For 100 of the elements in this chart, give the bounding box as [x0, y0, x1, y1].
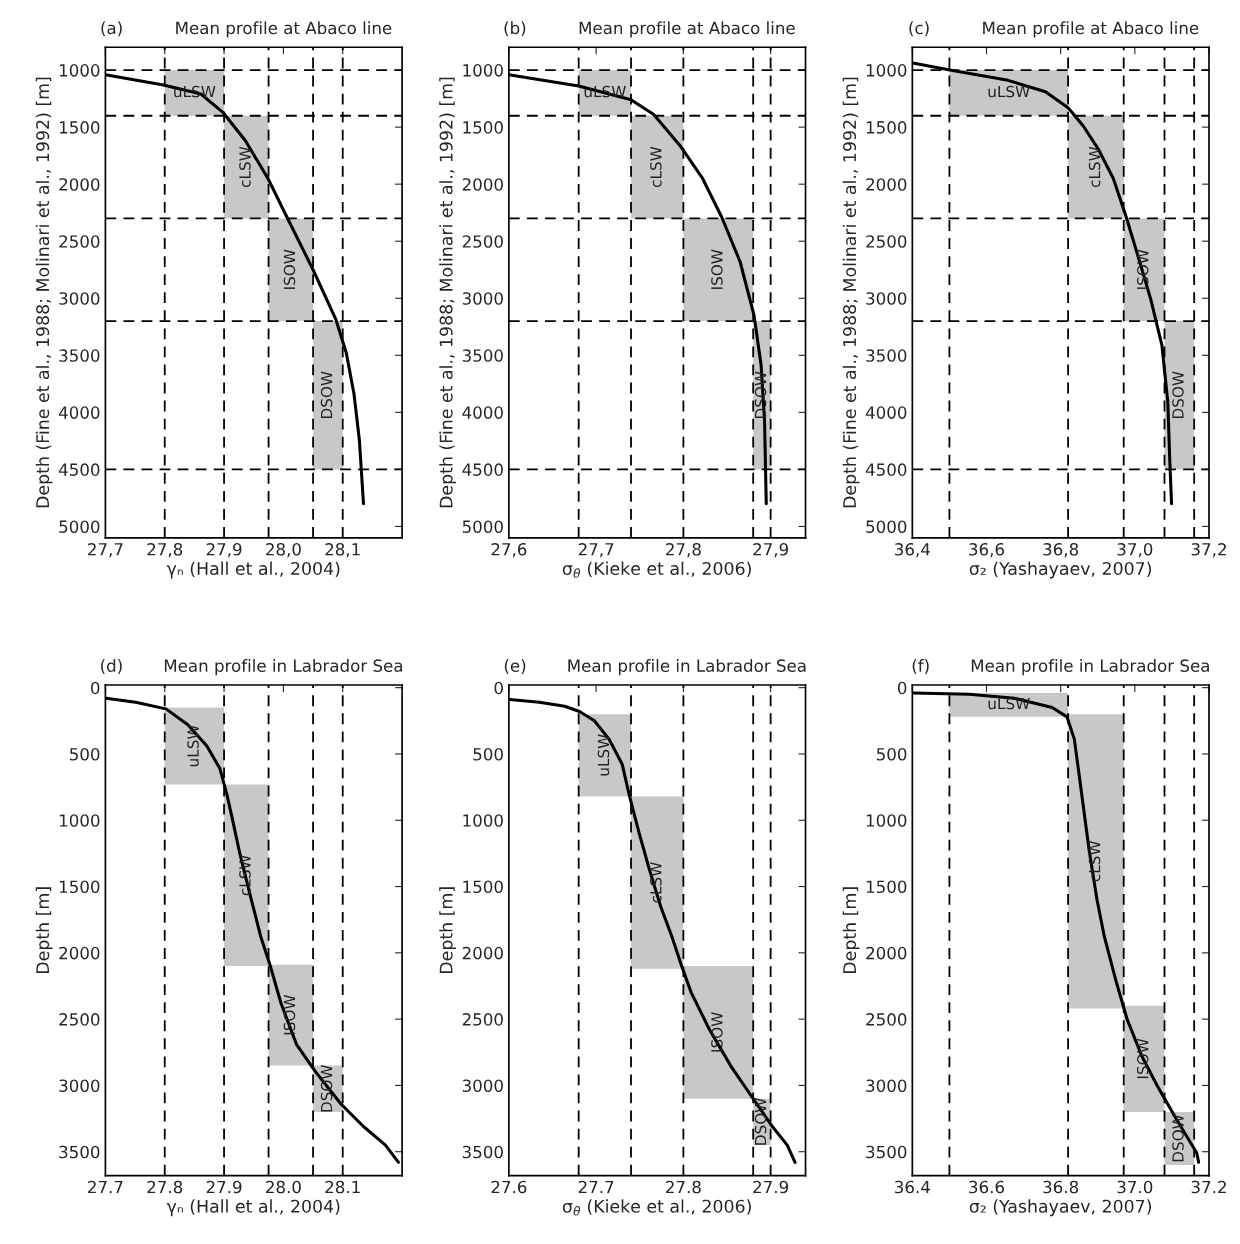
y-tick-label: 2500 — [462, 1013, 503, 1026]
x-tick-label: 27.6 — [491, 1180, 527, 1194]
y-tick-label: 500 — [473, 747, 503, 761]
x-tick-label: 36,8 — [1043, 543, 1079, 558]
text: (f) — [912, 659, 929, 674]
text: (a) — [101, 21, 122, 37]
y-tick-label: 1500 — [866, 880, 907, 894]
x-tick-label: 28.0 — [266, 1180, 301, 1194]
y-tick-label: 500 — [876, 747, 907, 761]
x-tick-label: 27.7 — [88, 1180, 123, 1194]
chart-title: Mean profile at Abaco line — [579, 21, 795, 38]
x-tick-label: 36,4 — [895, 543, 930, 558]
y-tick-label: 1500 — [59, 121, 100, 134]
series-label: cLSW — [650, 146, 662, 188]
y-tick-label: 4500 — [58, 463, 100, 476]
series-label: ISOW — [283, 994, 296, 1035]
x-tick-label: 28.1 — [325, 1180, 360, 1194]
x-tick-label: 36,6 — [969, 543, 1005, 558]
y-axis-title: Depth [m] — [842, 887, 860, 974]
y-tick-label: 1500 — [463, 880, 503, 894]
y-tick-label: 2500 — [866, 235, 907, 248]
series-label: uLSW — [988, 697, 1030, 710]
y-axis-title: Depth [m] — [35, 887, 53, 974]
series-label: uLSW — [988, 85, 1030, 98]
x-axis-title: γₙ (Hall et al., 2004) — [166, 1199, 340, 1217]
y-tick-label: 1000 — [463, 64, 503, 77]
y-tick-label: 3500 — [866, 1145, 907, 1159]
x-tick-label: 37,0 — [1117, 543, 1153, 558]
x-tick-label: 37.0 — [1117, 1180, 1153, 1194]
x-tick-label: 36.6 — [969, 1180, 1005, 1194]
chart-title: Mean profile at Abaco line — [983, 21, 1199, 38]
x-tick-label: 27,6 — [491, 543, 527, 558]
series-label: DSOW — [320, 1064, 333, 1112]
series-label: DSOW — [1172, 1114, 1184, 1162]
y-tick-label: 2000 — [59, 946, 100, 960]
x-axis-title: σ₂ (Yashayaev, 2007) — [969, 561, 1151, 579]
y-tick-label: 2000 — [462, 946, 503, 960]
y-tick-label: 3500 — [462, 1145, 503, 1159]
series-label: cLSW — [650, 862, 662, 903]
y-tick-label: 5000 — [866, 520, 907, 533]
text: (e) — [504, 659, 526, 674]
y-tick-label: 1000 — [866, 814, 907, 827]
y-axis-title: Depth (Fine et al., 1988; Molinari et al., 1992) [m] — [35, 77, 53, 508]
y-tick-label: 2500 — [866, 1013, 907, 1026]
x-tick-label: 27,9 — [753, 543, 789, 558]
chart-title: Mean profile at Abaco line — [176, 21, 392, 38]
series-label: cLSW — [1088, 840, 1101, 882]
y-tick-label: 3000 — [462, 1079, 503, 1092]
series-label: cLSW — [239, 854, 251, 896]
text: (b) — [504, 21, 526, 37]
series-label: uLSW — [597, 734, 610, 776]
x-tick-label: 27,7 — [88, 543, 123, 558]
y-tick-label: 2500 — [462, 235, 503, 248]
x-axis-title: γₙ (Hall et al., 2004) — [166, 561, 340, 579]
series-label: DSOW — [1172, 371, 1184, 419]
series-label: ISOW — [1136, 1038, 1149, 1079]
y-tick-label: 4000 — [462, 406, 503, 419]
x-tick-label: 27.8 — [666, 1180, 701, 1194]
text: (c) — [909, 21, 929, 37]
series-label: ISOW — [1136, 249, 1149, 289]
y-tick-label: 1500 — [59, 880, 100, 894]
y-tick-label: 1500 — [463, 121, 503, 134]
y-tick-label: 1000 — [463, 814, 503, 827]
x-tick-label: 36.4 — [895, 1180, 930, 1194]
y-tick-label: 2500 — [59, 235, 100, 248]
y-tick-label: 1000 — [59, 814, 100, 827]
y-tick-label: 3000 — [462, 292, 503, 305]
y-tick-label: 3500 — [866, 349, 907, 362]
x-tick-label: 27.8 — [147, 1180, 183, 1194]
y-axis-title: Depth [m] — [439, 887, 457, 974]
y-tick-label: 4500 — [462, 463, 503, 476]
y-tick-label: 3000 — [59, 292, 100, 305]
y-tick-label: 5000 — [462, 520, 503, 533]
series-label: DSOW — [320, 371, 333, 419]
x-tick-label: 28,1 — [325, 543, 360, 558]
y-tick-label: 0 — [91, 681, 100, 695]
x-tick-label: 27.7 — [578, 1180, 614, 1194]
series-label: ISOW — [711, 249, 723, 289]
y-tick-label: 2500 — [59, 1013, 100, 1026]
x-axis-title: σ$_{θ}$ (Kieke et al., 2006) — [562, 561, 751, 578]
chart-title: Mean profile in Labrador Sea — [971, 659, 1209, 676]
y-tick-label: 2000 — [866, 946, 907, 960]
y-tick-label: 0 — [897, 681, 907, 695]
series-label: cLSW — [239, 146, 251, 188]
x-tick-label: 27.9 — [753, 1180, 789, 1194]
series-label: cLSW — [1088, 146, 1101, 188]
x-tick-label: 27,9 — [206, 543, 242, 558]
y-tick-label: 5000 — [59, 520, 100, 533]
x-tick-label: 27.9 — [206, 1180, 242, 1194]
y-tick-label: 3500 — [59, 349, 100, 362]
y-tick-label: 4500 — [865, 463, 907, 476]
chart-title: Mean profile in Labrador Sea — [164, 659, 403, 676]
y-tick-label: 4000 — [58, 406, 100, 419]
x-axis-title: σ$_{θ}$ (Kieke et al., 2006) — [562, 1199, 751, 1216]
chart-title: Mean profile in Labrador Sea — [568, 659, 806, 676]
series-label: ISOW — [283, 249, 296, 289]
y-tick-label: 2000 — [59, 178, 100, 191]
x-tick-label: 36.8 — [1043, 1180, 1079, 1194]
y-tick-label: 3000 — [866, 292, 907, 305]
y-tick-label: 2000 — [462, 178, 503, 191]
